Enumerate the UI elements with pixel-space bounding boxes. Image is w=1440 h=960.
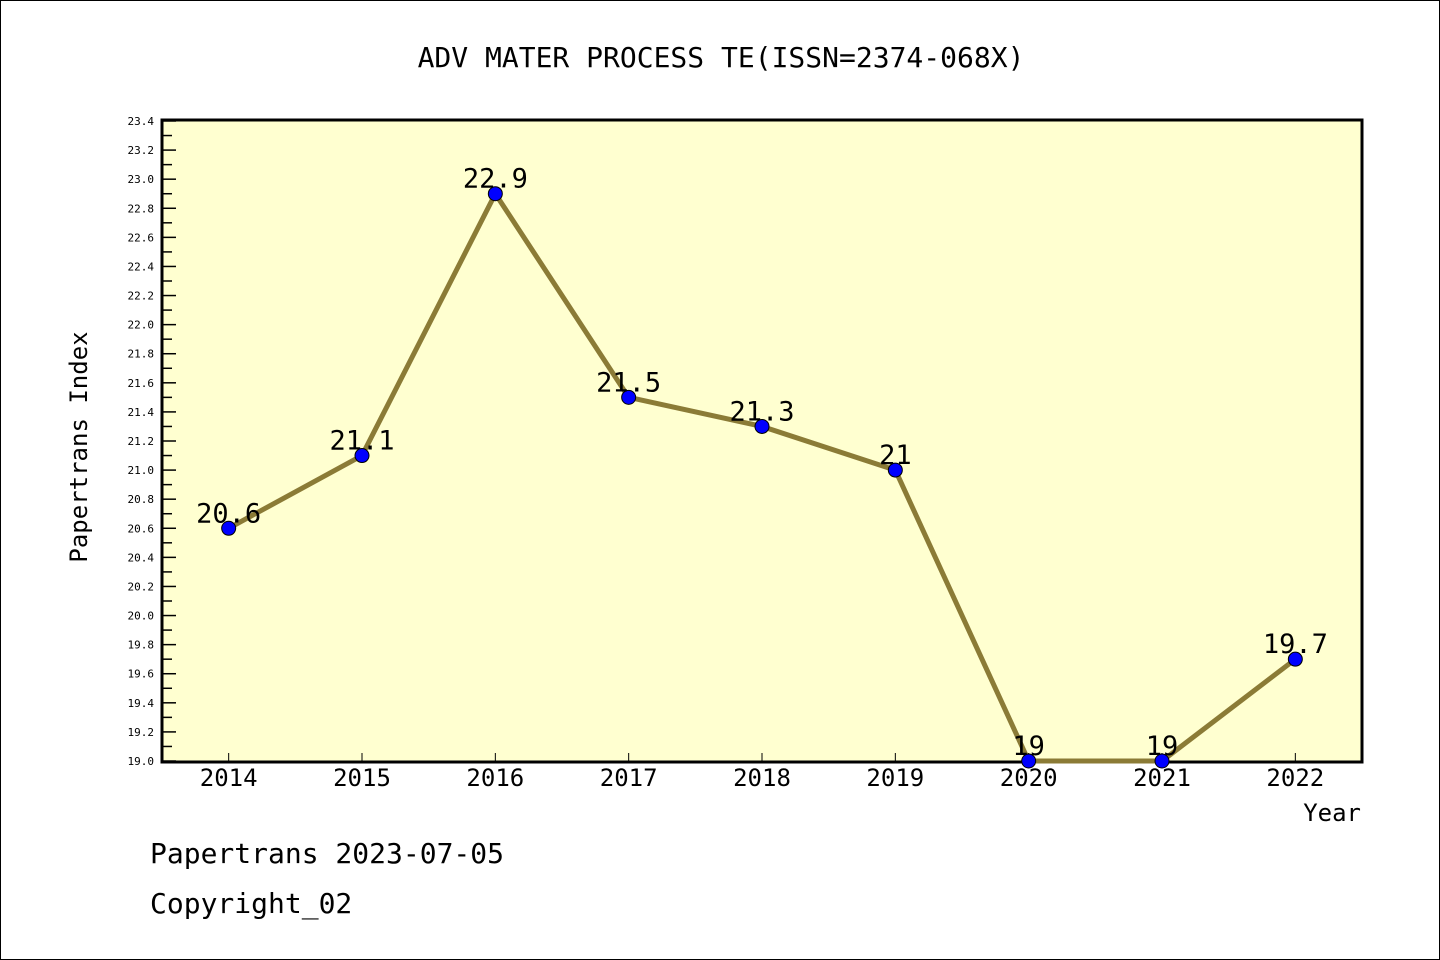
y-tick-label: 21.6 <box>128 377 155 390</box>
y-tick-label: 19.4 <box>128 697 155 710</box>
y-tick-label: 20.8 <box>128 493 155 506</box>
y-tick-label: 20.2 <box>128 580 155 593</box>
plot-area <box>160 118 1364 764</box>
y-tick-label: 21.4 <box>128 406 155 419</box>
data-point <box>1287 651 1303 667</box>
y-tick-label: 21.2 <box>128 435 155 448</box>
y-tick-label: 19.8 <box>128 639 155 652</box>
y-tick-label: 19.0 <box>128 755 155 768</box>
data-label: 21.1 <box>329 426 394 457</box>
x-tick-label: 2022 <box>1266 764 1324 792</box>
y-tick-label: 23.0 <box>128 173 155 186</box>
y-tick-label: 22.6 <box>128 231 155 244</box>
data-point <box>754 418 770 434</box>
x-tick-label: 2016 <box>466 764 524 792</box>
y-tick-label: 20.6 <box>128 522 155 535</box>
y-tick-label: 20.4 <box>128 551 155 564</box>
y-tick-label: 22.0 <box>128 319 155 332</box>
data-label: 21.3 <box>729 396 794 427</box>
data-point <box>487 186 503 202</box>
footer-date: Papertrans 2023-07-05 <box>150 837 505 870</box>
data-point <box>1021 753 1037 769</box>
footer-copyright: Copyright_02 <box>150 887 353 920</box>
x-tick-label: 2015 <box>333 764 391 792</box>
data-point <box>1154 753 1170 769</box>
y-tick-label: 19.2 <box>128 726 155 739</box>
x-axis-label: Year <box>1303 799 1361 827</box>
y-tick-label: 23.4 <box>128 115 155 128</box>
x-tick-label: 2017 <box>600 764 658 792</box>
data-label: 19 <box>1012 731 1045 762</box>
data-label: 21.5 <box>596 367 661 398</box>
y-tick-label: 21.0 <box>128 464 155 477</box>
data-label: 19.7 <box>1263 629 1328 660</box>
y-tick-label: 22.2 <box>128 290 155 303</box>
y-tick-label: 19.6 <box>128 668 155 681</box>
y-axis-label: Papertrans Index <box>65 331 93 562</box>
x-tick-label: 2014 <box>200 764 258 792</box>
x-tick-label: 2020 <box>1000 764 1058 792</box>
y-tick-label: 20.0 <box>128 610 155 623</box>
data-point <box>354 448 370 464</box>
y-tick-label: 23.2 <box>128 144 155 157</box>
data-label: 19 <box>1146 731 1179 762</box>
data-label: 22.9 <box>463 164 528 195</box>
y-tick-label: 21.8 <box>128 348 155 361</box>
data-label: 20.6 <box>196 498 261 529</box>
x-tick-label: 2021 <box>1133 764 1191 792</box>
x-tick-label: 2018 <box>733 764 791 792</box>
data-point <box>887 462 903 478</box>
x-tick-label: 2019 <box>866 764 924 792</box>
y-tick-label: 22.8 <box>128 202 155 215</box>
y-tick-label: 22.4 <box>128 260 155 273</box>
data-point <box>221 520 237 536</box>
chart-title: ADV MATER PROCESS TE(ISSN=2374-068X) <box>418 41 1025 74</box>
data-point <box>621 389 637 405</box>
data-label: 21 <box>879 440 912 471</box>
